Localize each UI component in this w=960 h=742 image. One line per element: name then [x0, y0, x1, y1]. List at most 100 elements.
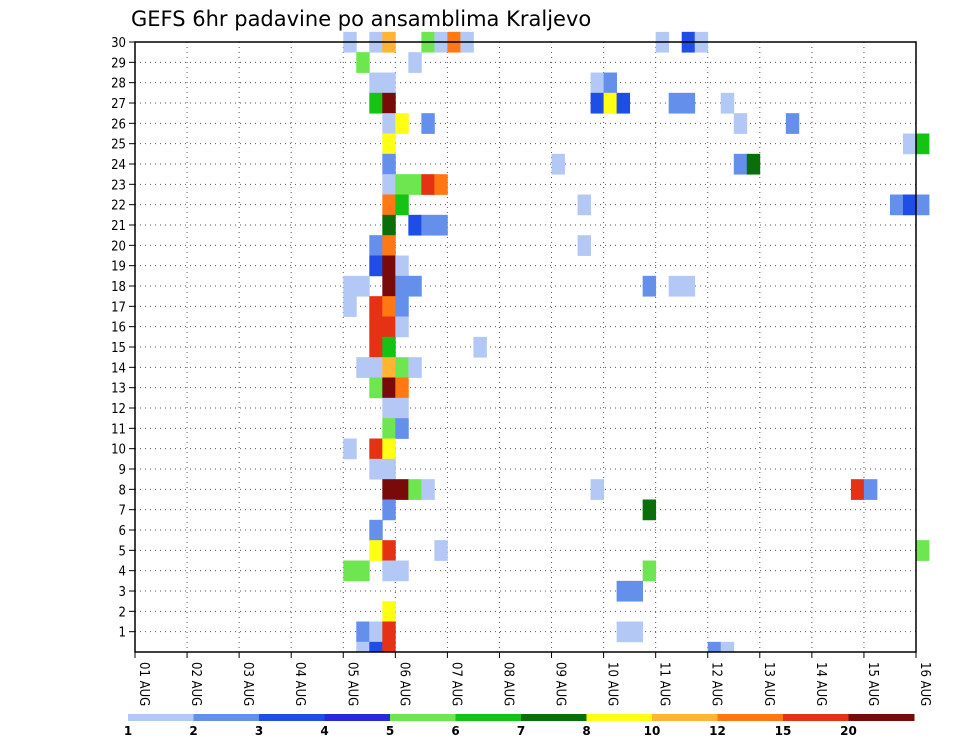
heatmap-cell	[382, 601, 396, 622]
heatmap-cell	[356, 641, 370, 653]
heatmap-cell	[668, 275, 683, 297]
heatmap-cell	[395, 397, 409, 419]
heatmap-cell	[889, 194, 904, 216]
heatmap-cell	[603, 92, 618, 114]
heatmap-cell	[629, 580, 644, 602]
heatmap-cell	[382, 255, 396, 277]
heatmap-cell	[642, 560, 657, 582]
heatmap-cell	[382, 153, 396, 175]
heatmap-cell	[382, 133, 396, 155]
heatmap-cell	[382, 540, 396, 561]
y-tick-label: 6	[119, 524, 126, 539]
y-tick-label: 19	[111, 260, 126, 275]
heatmap-cell	[681, 275, 696, 297]
heatmap-cell	[642, 275, 657, 297]
heatmap-cell	[382, 194, 396, 216]
heatmap-cells	[343, 31, 930, 653]
heatmap-cell	[369, 296, 383, 317]
y-tick-label: 14	[111, 361, 126, 376]
heatmap-cell	[382, 397, 396, 419]
heatmap-cell	[395, 194, 409, 216]
heatmap-cell	[590, 72, 604, 94]
heatmap-cell	[681, 92, 696, 114]
heatmap-cell	[382, 316, 396, 338]
heatmap-cell	[434, 540, 448, 561]
heatmap-cell	[642, 499, 657, 521]
y-tick-label: 3	[119, 585, 126, 600]
y-tick-label: 8	[119, 483, 126, 498]
heatmap-cell	[369, 621, 383, 643]
y-tick-label: 12	[111, 402, 126, 417]
heatmap-cell	[369, 519, 383, 541]
colorbar-label: 15	[775, 724, 792, 738]
y-tick-label: 22	[111, 199, 126, 214]
heatmap-cell	[382, 458, 396, 480]
colorbar-label: 8	[582, 724, 590, 738]
heatmap-cell	[720, 641, 735, 653]
heatmap-cell	[421, 479, 435, 500]
heatmap-cell	[916, 133, 930, 155]
y-tick-label: 2	[119, 605, 126, 620]
heatmap-cell	[369, 92, 383, 114]
heatmap-cell	[408, 174, 422, 195]
heatmap-cell	[369, 316, 383, 338]
heatmap-cell	[408, 275, 422, 297]
y-tick-label: 27	[111, 97, 126, 112]
colorbar-swatch	[848, 714, 915, 721]
colorbar-label: 10	[644, 724, 661, 738]
colorbar-swatch	[193, 714, 260, 721]
x-tick-label: 02 AUG	[188, 662, 203, 706]
heatmap-cell	[421, 113, 435, 134]
heatmap-cell	[369, 540, 383, 561]
heatmap-cell	[421, 214, 435, 236]
colorbar-label: 4	[320, 724, 328, 738]
heatmap-cell	[369, 641, 383, 653]
heatmap-cell	[382, 641, 396, 653]
heatmap-cell	[916, 540, 930, 561]
heatmap-cell	[408, 479, 422, 500]
y-tick-label: 23	[111, 178, 126, 193]
heatmap-cell	[382, 479, 396, 500]
heatmap-cell	[733, 113, 748, 134]
heatmap-cell	[434, 214, 448, 236]
heatmap-cell	[590, 479, 604, 500]
heatmap-cell	[395, 560, 409, 582]
colorbar-swatch	[652, 714, 718, 721]
heatmap-cell	[577, 194, 591, 216]
y-tick-label: 20	[111, 239, 126, 254]
heatmap-cell	[369, 72, 383, 94]
heatmap-cell	[707, 641, 722, 653]
heatmap-cell	[408, 52, 422, 73]
colorbar-label: 2	[189, 724, 197, 738]
heatmap-cell	[382, 357, 396, 378]
heatmap-cell	[551, 153, 565, 175]
chart-title: GEFS 6hr padavine po ansamblima Kraljevo	[131, 7, 591, 31]
y-tick-label: 18	[111, 280, 126, 295]
heatmap-cell	[577, 235, 591, 256]
heatmap-cell	[746, 153, 761, 175]
heatmap-cell	[382, 214, 396, 236]
colorbar-swatch	[717, 714, 784, 721]
x-axis: 01 AUG 02 AUG 03 AUG 04 AUG 05 AUG 06 AUG 07 A…	[134, 652, 932, 706]
heatmap-cell	[733, 153, 748, 175]
heatmap-cell	[408, 214, 422, 236]
y-tick-label: 24	[111, 158, 126, 173]
heatmap-cell	[343, 560, 357, 582]
y-tick-label: 5	[119, 544, 126, 559]
y-axis: 1234567891011121314151617181920212223242…	[111, 36, 135, 641]
heatmap-cell	[369, 357, 383, 378]
heatmap-cell	[395, 174, 409, 195]
heatmap-cell	[902, 194, 917, 216]
heatmap-cell	[382, 174, 396, 195]
heatmap-cell	[356, 275, 370, 297]
colorbar-legend: 1 2 3 4 5 6 7 8 10 12 15 20	[124, 714, 915, 738]
y-tick-label: 17	[111, 300, 126, 315]
heatmap-cell	[395, 275, 409, 297]
heatmap-cell	[590, 92, 604, 114]
y-tick-label: 13	[111, 382, 126, 397]
y-tick-label: 4	[119, 565, 126, 580]
heatmap-cell	[616, 580, 631, 602]
heatmap-cell	[343, 296, 357, 317]
heatmap-cell	[603, 72, 618, 94]
heatmap-cell	[382, 72, 396, 94]
